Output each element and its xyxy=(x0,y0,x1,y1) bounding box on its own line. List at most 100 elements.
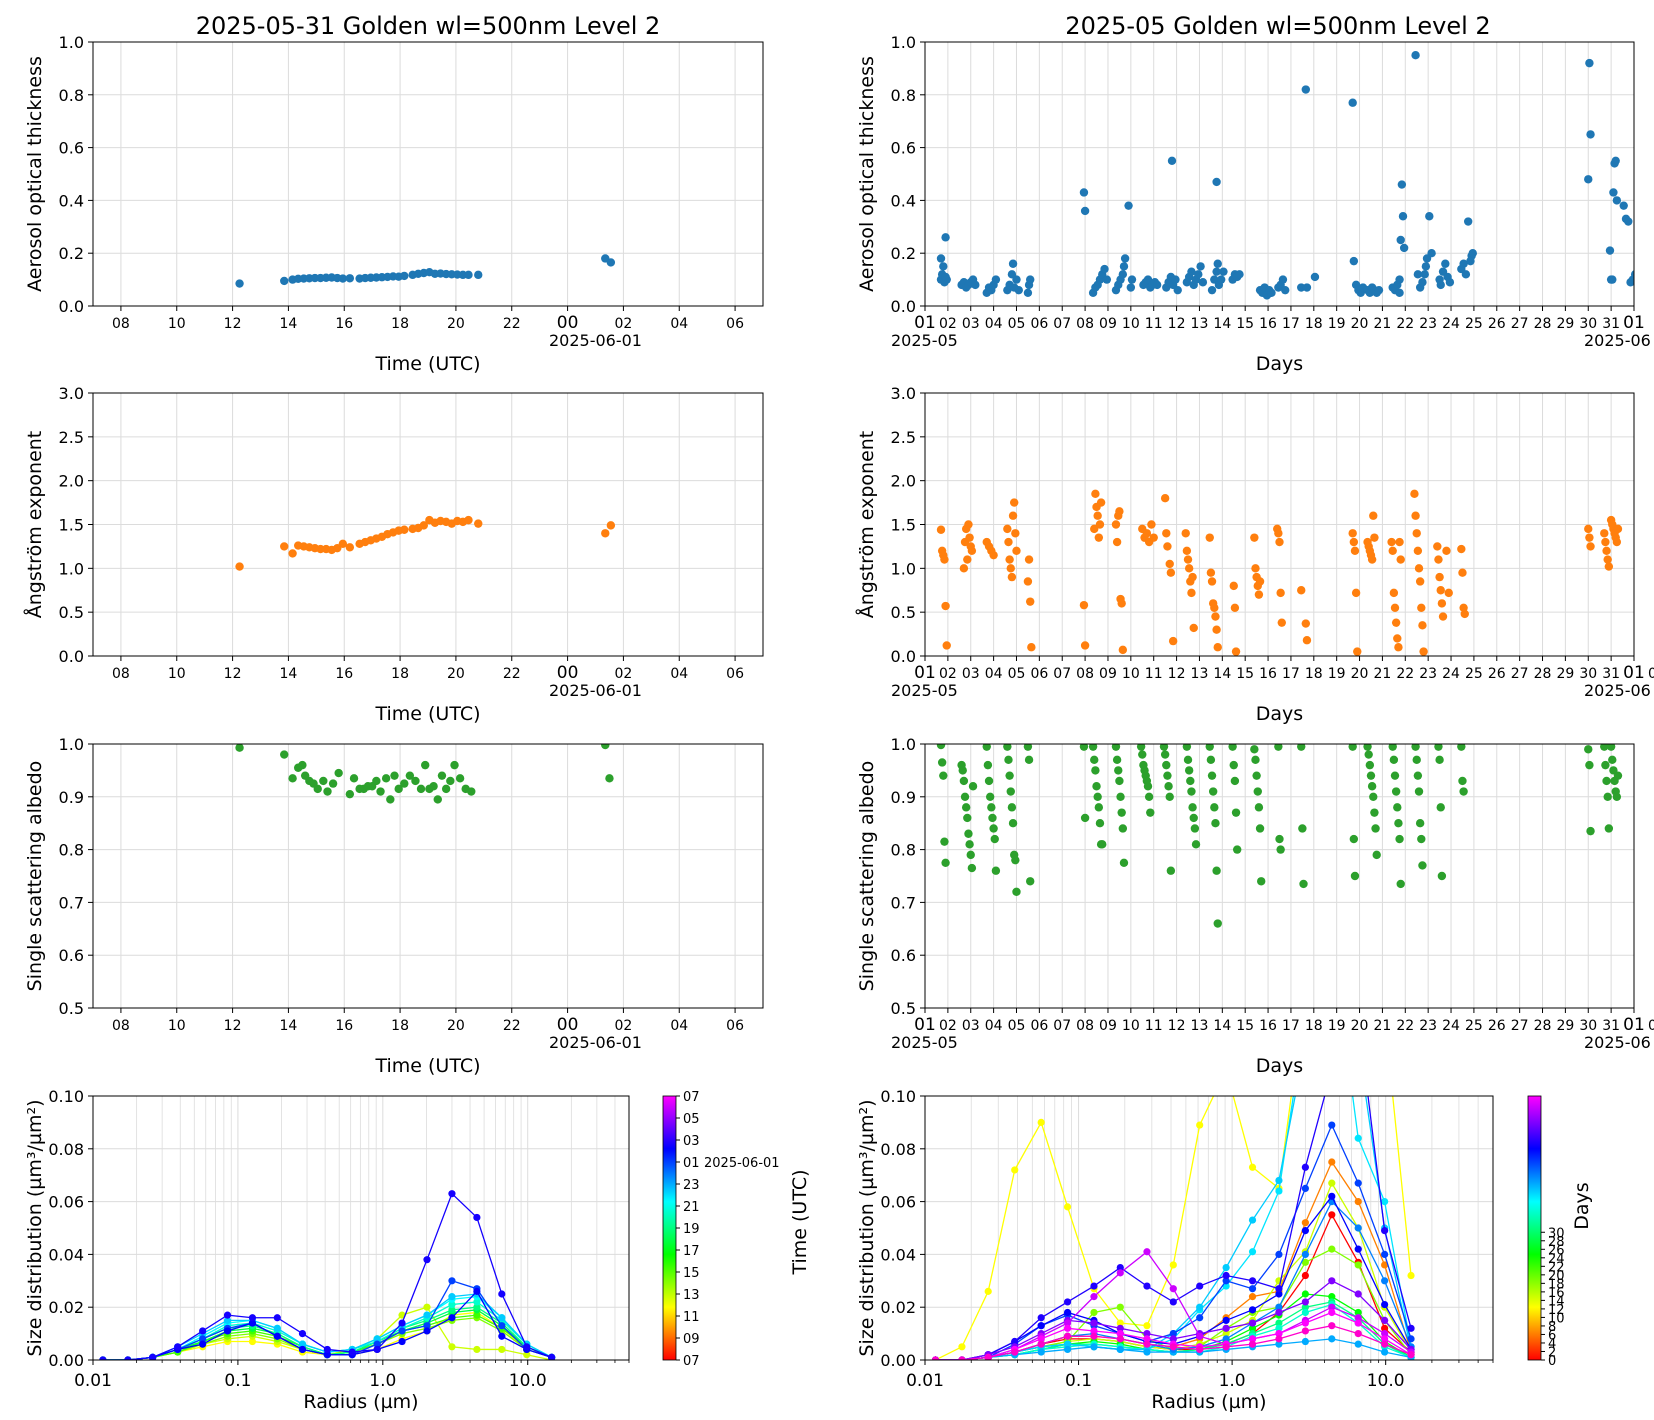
series-point xyxy=(1301,1163,1309,1171)
data-point xyxy=(1435,755,1444,765)
data-point xyxy=(1389,755,1399,765)
series-point xyxy=(1248,1216,1257,1224)
data-point xyxy=(1298,824,1307,833)
data-point xyxy=(1302,636,1312,645)
data-point xyxy=(1079,744,1089,751)
data-point xyxy=(1601,537,1610,547)
data-point xyxy=(1080,206,1090,216)
series-point xyxy=(1063,1203,1072,1211)
y-tick-label: 2.0 xyxy=(891,472,916,491)
x-tick-label: 09 xyxy=(1099,1018,1117,1034)
data-point xyxy=(1008,819,1018,828)
data-point xyxy=(416,784,426,794)
x-tick-label: 28 xyxy=(1534,666,1552,682)
data-point xyxy=(1433,542,1442,551)
data-point xyxy=(1276,845,1285,854)
series-point xyxy=(273,1314,281,1322)
data-point xyxy=(1418,278,1427,287)
data-point xyxy=(1167,156,1177,165)
series-point xyxy=(1407,1271,1415,1280)
series-point xyxy=(1301,1250,1309,1258)
data-point xyxy=(323,787,332,796)
x-tick-label: 26 xyxy=(1488,316,1506,332)
data-point xyxy=(1349,834,1359,844)
data-point xyxy=(1163,771,1172,780)
data-point xyxy=(1198,278,1208,287)
data-point xyxy=(1445,278,1455,287)
data-point xyxy=(1006,787,1015,796)
data-point xyxy=(939,262,948,271)
data-point xyxy=(1231,808,1241,817)
data-point xyxy=(1207,285,1217,295)
series-point xyxy=(1275,1330,1283,1338)
series-point xyxy=(1381,1261,1389,1269)
data-point xyxy=(1005,771,1014,780)
data-point xyxy=(941,233,950,242)
series-point xyxy=(1196,1332,1204,1340)
y-tick-label: 0.06 xyxy=(48,1193,84,1212)
series-point xyxy=(1354,1330,1362,1338)
x-tick-label: 18 xyxy=(1305,316,1323,332)
data-point xyxy=(1390,771,1400,780)
series-point xyxy=(984,1287,992,1295)
data-point xyxy=(1600,744,1609,751)
x-tick-label: 15 xyxy=(1236,316,1254,332)
x-tick-label: 04 xyxy=(985,666,1003,682)
y-axis-label: Aerosol optical thickness xyxy=(856,56,878,292)
series-point xyxy=(1143,1282,1151,1290)
series-point xyxy=(398,1327,406,1335)
series-point xyxy=(1354,1308,1362,1317)
series-point xyxy=(498,1345,506,1354)
data-point xyxy=(963,813,972,823)
data-point xyxy=(1188,572,1197,582)
data-point xyxy=(1297,744,1306,751)
series-point xyxy=(1275,1308,1283,1317)
data-point xyxy=(1093,511,1102,520)
data-point xyxy=(989,550,998,560)
data-point xyxy=(1609,188,1618,197)
x-tick-label: 04 xyxy=(985,1018,1003,1034)
data-point xyxy=(1619,201,1628,210)
data-layer xyxy=(235,744,614,804)
plot-frame xyxy=(924,41,1635,307)
x-axis-label: Days xyxy=(1256,1055,1303,1077)
colorbar-tick-label: 19 xyxy=(683,1222,700,1237)
data-point xyxy=(1600,529,1609,538)
data-point xyxy=(1441,259,1450,268)
data-point xyxy=(1127,275,1137,284)
x-tick-label: 16 xyxy=(1259,316,1277,332)
data-point xyxy=(1353,647,1362,656)
x-tick-label: 24 xyxy=(1442,316,1460,332)
x-tick-label: 16 xyxy=(335,316,353,332)
data-point xyxy=(1276,588,1285,598)
data-point xyxy=(1166,568,1176,577)
data-point xyxy=(1168,636,1178,646)
x-tick-label: 24 xyxy=(1442,1018,1460,1034)
data-point xyxy=(937,758,947,767)
series-point xyxy=(548,1353,556,1360)
series-point xyxy=(1328,1335,1336,1343)
x-tick-label: 21 xyxy=(1374,666,1392,682)
data-point xyxy=(288,774,297,783)
data-point xyxy=(1213,643,1222,652)
data-point xyxy=(1389,588,1399,598)
x-tick-label: 07 xyxy=(1053,1018,1071,1034)
data-point xyxy=(1011,529,1020,538)
data-point xyxy=(1118,824,1128,833)
series-point xyxy=(373,1335,381,1343)
series-point xyxy=(1275,1290,1283,1298)
data-point xyxy=(1281,285,1290,295)
colorbar-tick-label: 21 xyxy=(683,1200,700,1215)
data-point xyxy=(390,771,399,780)
y-axis-label: Size distribution (µm³/µm²) xyxy=(856,1099,878,1356)
data-point xyxy=(338,274,348,283)
series-point xyxy=(1116,1330,1124,1338)
x-tick-label: 29 xyxy=(1556,1018,1574,1034)
x-tick-label: 17 xyxy=(1282,666,1300,682)
data-point xyxy=(1411,51,1420,60)
data-point xyxy=(1164,782,1173,791)
data-point xyxy=(1165,559,1174,569)
data-point xyxy=(960,792,970,801)
x-tick-label: 00 xyxy=(557,1015,579,1035)
data-point xyxy=(1413,771,1423,780)
